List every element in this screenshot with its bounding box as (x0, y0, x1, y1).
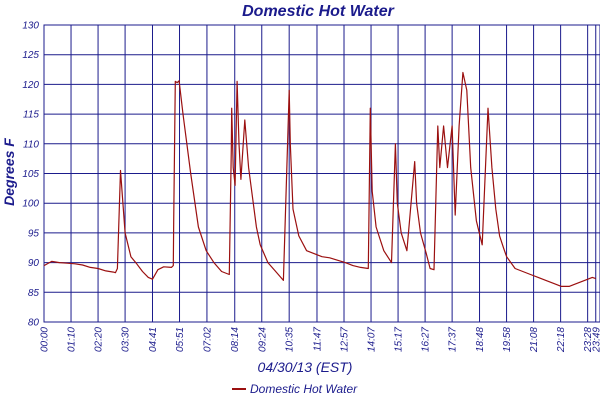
y-tick-label: 105 (22, 169, 39, 180)
y-tick-label: 130 (22, 21, 39, 32)
y-tick-label: 90 (28, 258, 40, 269)
x-tick-label: 18:48 (475, 327, 486, 352)
x-tick-label: 12:57 (340, 327, 351, 352)
series-layer (44, 73, 596, 287)
y-tick-label: 100 (22, 199, 39, 210)
x-tick-label: 15:17 (394, 327, 405, 352)
x-tick-label: 01:10 (67, 327, 78, 352)
series-line (44, 73, 596, 287)
x-tick-label: 09:24 (257, 327, 268, 352)
legend-label: Domestic Hot Water (250, 382, 358, 396)
x-tick-label: 10:35 (285, 327, 296, 352)
y-tick-label: 125 (22, 50, 39, 61)
x-tick-label: 05:51 (175, 327, 186, 352)
x-tick-label: 19:58 (502, 327, 513, 352)
x-tick-label: 03:30 (121, 327, 132, 352)
x-tick-label: 04:41 (148, 327, 159, 352)
y-tick-label: 85 (28, 288, 40, 299)
chart-title: Domestic Hot Water (242, 3, 395, 20)
y-tick-label: 95 (28, 228, 40, 239)
x-tick-label: 02:20 (94, 327, 105, 352)
x-tick-label: 08:14 (230, 327, 241, 352)
x-tick-label: 14:07 (367, 327, 378, 352)
x-tick-label: 17:37 (448, 327, 459, 352)
y-tick-label: 110 (23, 139, 39, 150)
y-tick-label: 115 (23, 110, 39, 121)
x-tick-label: 11:47 (312, 327, 323, 352)
y-axis-label: Degrees F (1, 138, 17, 206)
y-tick-label: 120 (22, 80, 39, 91)
y-tick-label: 80 (28, 318, 40, 329)
x-tick-label: 22:18 (556, 327, 567, 353)
x-tick-label: 00:00 (40, 327, 51, 352)
x-tick-labels: 00:00 01:10 02:20 03:30 04:41 05:51 07:02 08:14… (40, 327, 600, 353)
x-tick-label: 21:08 (529, 327, 540, 353)
x-tick-label: 16:27 (421, 327, 432, 352)
y-tick-labels: 80 85 90 95 100 105 110 115 120 125 130 (22, 21, 39, 329)
legend: Domestic Hot Water (232, 382, 358, 396)
grid-layer (44, 25, 600, 322)
x-tick-label: 23:49 (591, 327, 600, 353)
x-axis-label: 04/30/13 (EST) (258, 359, 353, 375)
x-tick-label: 07:02 (202, 327, 213, 352)
